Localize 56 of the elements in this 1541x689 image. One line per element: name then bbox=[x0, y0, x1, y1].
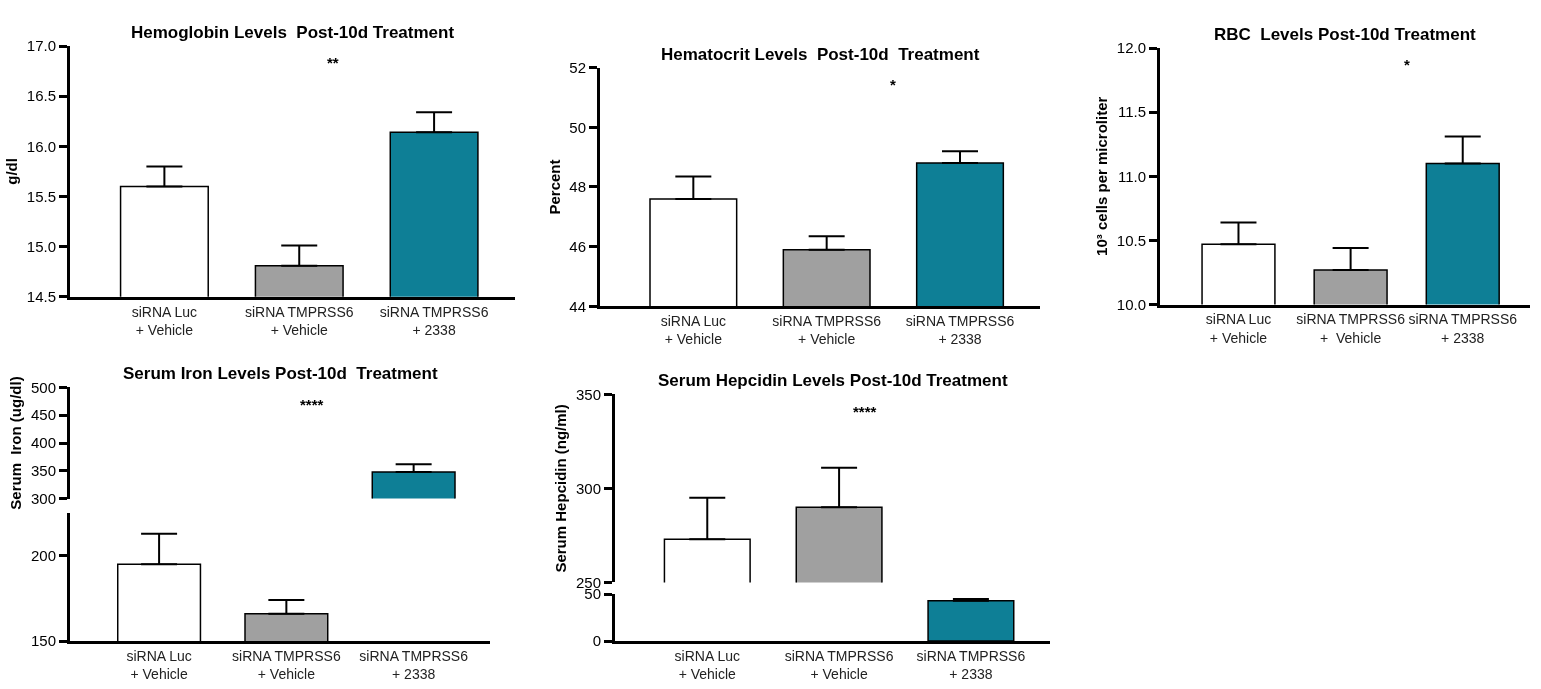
x-tick-label: siRNA TMPRSS6 + Vehicle bbox=[232, 647, 341, 683]
y-tick-label: 50 bbox=[569, 118, 586, 136]
y-tick-label: 350 bbox=[575, 385, 601, 403]
y-tick-label: 400 bbox=[30, 434, 56, 452]
y-tick-label: 52 bbox=[569, 58, 586, 76]
annotation: ** bbox=[327, 54, 339, 71]
chart-title: Hemoglobin Levels Post-10d Treatment bbox=[131, 23, 455, 42]
x-tick-label: siRNA TMPRSS6 + 2338 bbox=[916, 647, 1026, 683]
y-tick-label: 10.0 bbox=[1116, 295, 1146, 313]
y-tick-label: 12.0 bbox=[1116, 39, 1146, 57]
y-tick-label: 15.5 bbox=[26, 187, 56, 205]
y-tick-label: 46 bbox=[569, 237, 586, 255]
y-axis-title: g/dl bbox=[3, 158, 21, 185]
annotation: **** bbox=[853, 403, 877, 420]
y-tick-label: 11.0 bbox=[1117, 167, 1146, 185]
x-tick-label: siRNA Luc + Vehicle bbox=[131, 303, 198, 338]
x-tick-label: siRNA TMPRSS6 + 2338 bbox=[1408, 311, 1518, 346]
chart-title: Hematocrit Levels Post-10d Treatment bbox=[661, 45, 980, 64]
annotation: * bbox=[890, 76, 896, 93]
y-tick-label: 48 bbox=[569, 178, 586, 196]
y-tick-label: 200 bbox=[30, 547, 56, 565]
y-axis-title: Serum Hepcidin (ng/ml) bbox=[552, 404, 570, 573]
y-tick-label: 300 bbox=[575, 479, 601, 497]
y-tick-label: 15.0 bbox=[26, 237, 56, 255]
y-tick-label: 44 bbox=[569, 297, 586, 315]
x-tick-label: siRNA Luc + Vehicle bbox=[126, 647, 192, 683]
chart-title: Serum Hepcidin Levels Post-10d Treatment bbox=[658, 371, 1008, 390]
annotation: **** bbox=[300, 396, 324, 413]
y-tick-label: 150 bbox=[30, 632, 56, 650]
x-tick-label: siRNA TMPRSS6 + Vehicle bbox=[772, 313, 882, 348]
y-tick-label: 500 bbox=[30, 378, 56, 396]
x-tick-label: siRNA TMPRSS6 + 2338 bbox=[905, 313, 1015, 348]
chart-title: RBC Levels Post-10d Treatment bbox=[1214, 25, 1477, 44]
x-tick-label: siRNA TMPRSS6 + Vehicle bbox=[784, 647, 894, 683]
y-tick-label: 350 bbox=[30, 462, 56, 480]
x-tick-label: siRNA TMPRSS6 + 2338 bbox=[379, 303, 489, 338]
x-tick-label: siRNA TMPRSS6 + 2338 bbox=[359, 647, 469, 683]
x-tick-label: siRNA Luc + Vehicle bbox=[674, 647, 740, 683]
x-tick-label: siRNA TMPRSS6 + Vehicle bbox=[1296, 311, 1406, 346]
y-tick-label: 16.0 bbox=[26, 137, 56, 155]
y-tick-label: 450 bbox=[30, 406, 56, 424]
chart-title: Serum Iron Levels Post-10d Treatment bbox=[123, 364, 438, 383]
y-tick-label: 11.5 bbox=[1117, 103, 1146, 121]
y-axis-title: Serum Iron (ug/dl) bbox=[7, 376, 25, 510]
annotation: * bbox=[1404, 56, 1410, 73]
y-tick-label: 0 bbox=[592, 632, 601, 650]
y-tick-label: 16.5 bbox=[26, 87, 56, 105]
y-axis-title: Percent bbox=[545, 159, 563, 215]
y-tick-label: 17.0 bbox=[26, 37, 56, 55]
x-tick-label: siRNA Luc + Vehicle bbox=[1205, 311, 1272, 346]
x-tick-label: siRNA Luc + Vehicle bbox=[660, 313, 727, 348]
y-tick-label: 14.5 bbox=[26, 287, 56, 305]
y-axis-title: 10³ cells per microliter bbox=[1093, 96, 1111, 256]
y-tick-label: 10.5 bbox=[1116, 231, 1146, 249]
y-tick-label: 300 bbox=[30, 489, 56, 507]
x-tick-label: siRNA TMPRSS6 + Vehicle bbox=[244, 303, 354, 338]
